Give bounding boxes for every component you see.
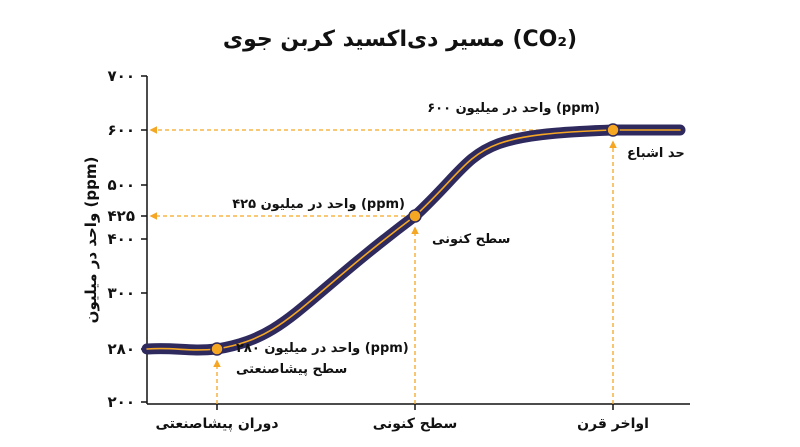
y-tick-label: ۴۰۰ [108, 230, 135, 248]
y-axis-label: واحد در میلیون (ppm) [82, 157, 100, 324]
y-tick-label: ۵۰۰ [108, 176, 135, 194]
annotation-label: سطح کنونی [432, 232, 510, 247]
data-point [408, 209, 422, 223]
annotation-label: سطح پیشاصنعتی [236, 362, 347, 377]
annotation-value: ۲۸۰ واحد در میلیون (ppm) [236, 341, 409, 356]
y-tick-label: ۷۰۰ [108, 67, 135, 85]
series-highlight [146, 129, 681, 351]
series-line [141, 124, 686, 356]
y-tick-label: ۳۰۰ [108, 284, 135, 302]
annotation-value: ۶۰۰ واحد در میلیون (ppm) [427, 101, 600, 116]
chart-title: مسیر دی‌اکسید کربن جوی (CO₂) [223, 27, 577, 52]
annotation-value: ۴۲۵ واحد در میلیون (ppm) [232, 197, 405, 212]
y-tick-label: ۲۰۰ [108, 393, 135, 411]
y-ticks: ۲۰۰ ۲۸۰ ۳۰۰ ۴۰۰ ۴۲۵ ۵۰۰ ۶۰۰ ۷۰۰ [108, 67, 147, 411]
annotations: ۲۸۰ واحد در میلیون (ppm) سطح پیشاصنعتی ۴۲۵… [232, 101, 684, 377]
y-tick-label: ۴۲۵ [108, 207, 135, 225]
x-tick-label: سطح کنونی [373, 416, 457, 432]
x-tick-label: دوران پیشاصنعتی [155, 416, 278, 432]
data-point [606, 123, 620, 137]
data-point [210, 342, 224, 356]
y-tick-label: ۲۸۰ [108, 340, 135, 358]
guide-lines [149, 126, 617, 404]
x-ticks: دوران پیشاصنعتی سطح کنونی اواخر قرن [155, 404, 649, 432]
data-points [210, 123, 620, 356]
x-tick-label: اواخر قرن [577, 416, 649, 432]
y-tick-label: ۶۰۰ [108, 121, 135, 139]
series-co2 [141, 124, 686, 356]
annotation-label: حد اشباع [627, 146, 685, 161]
